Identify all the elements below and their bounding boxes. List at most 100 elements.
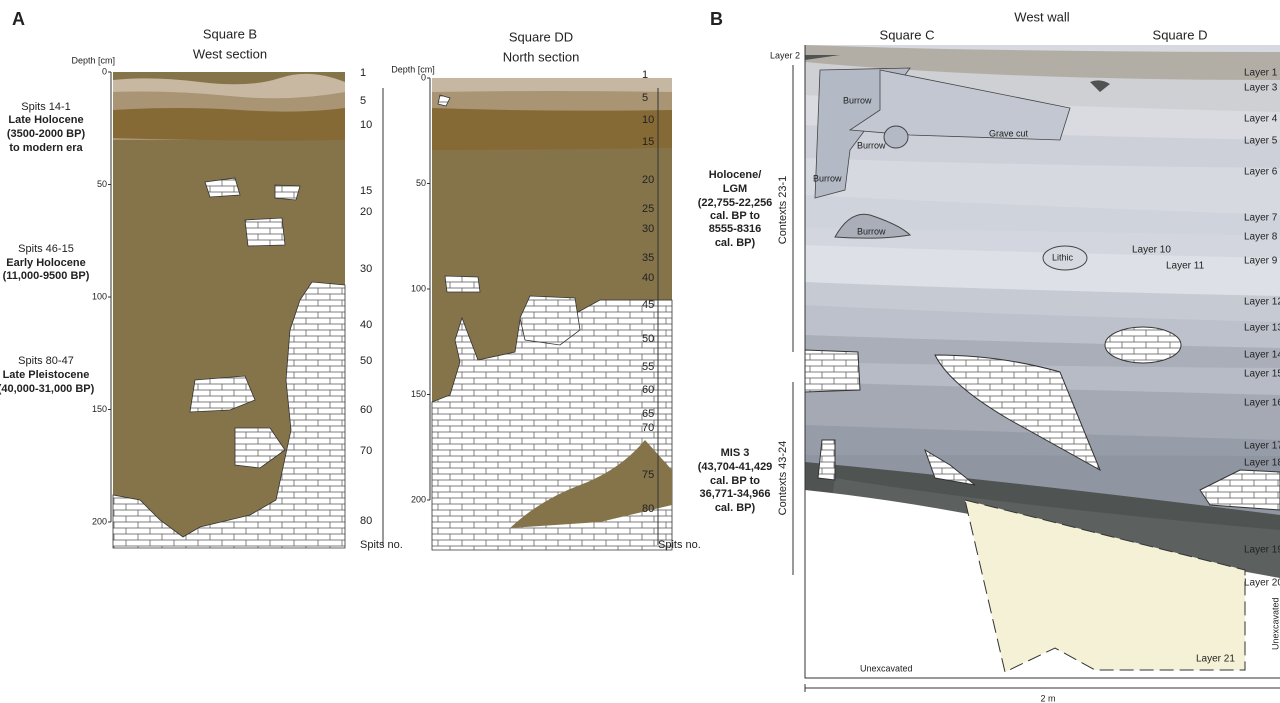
spit-number: 10 — [360, 119, 372, 131]
period-label: (40,000-31,000 BP) — [0, 383, 95, 395]
spit-number: 50 — [642, 333, 654, 345]
depth-label: Depth [cm] — [391, 64, 435, 74]
section-title: Square B — [203, 26, 257, 41]
spit-number: 1 — [642, 69, 648, 81]
period-label: (3500-2000 BP) — [7, 128, 86, 140]
depth-tick-label: 0 — [102, 66, 107, 76]
square-b-section — [113, 72, 345, 548]
panel-letter: B — [710, 9, 723, 29]
depth-label: Depth [cm] — [71, 55, 115, 65]
spit-number: 55 — [642, 361, 654, 373]
figure: A B Square B West section Square DD Nort… — [0, 0, 1280, 703]
spit-number: 5 — [360, 95, 366, 107]
spit-number: 1 — [360, 67, 366, 79]
spit-number: 75 — [642, 469, 654, 481]
depth-tick-label: 50 — [416, 178, 426, 188]
spit-number: 50 — [360, 355, 372, 367]
spit-number: 10 — [642, 114, 654, 126]
spit-number: 15 — [360, 185, 372, 197]
spit-number: 30 — [642, 223, 654, 235]
layer-label: Layer 2 — [770, 50, 800, 60]
layer-label: Layer 14 — [1244, 350, 1280, 361]
contexts-label: Contexts 43-24 — [777, 441, 789, 516]
layer-label: Layer 12 — [1244, 297, 1280, 308]
layer-label: Layer 11 — [1166, 261, 1205, 272]
layer-label: Layer 15 — [1244, 369, 1280, 380]
feature-label: Burrow — [843, 95, 872, 105]
layer-label: Layer 16 — [1244, 398, 1280, 409]
spit-number: 20 — [642, 174, 654, 186]
layer-label: Layer 20 — [1244, 578, 1280, 589]
feature-label: Burrow — [857, 140, 886, 150]
spits-label: Spits no. — [658, 539, 701, 551]
depth-tick-label: 100 — [92, 291, 107, 301]
spit-number: 65 — [642, 408, 654, 420]
section-subtitle: North section — [503, 49, 580, 64]
period-label: Spits 80-47 — [18, 355, 74, 367]
layer-label: Layer 7 — [1244, 213, 1278, 224]
depth-tick-label: 200 — [411, 494, 426, 504]
square-dd-section — [432, 78, 672, 550]
layer-label: Layer 13 — [1244, 323, 1280, 334]
square-label: Square C — [880, 27, 935, 42]
spit-number: 45 — [642, 299, 654, 311]
contexts-label: Contexts 23-1 — [777, 176, 789, 244]
depth-tick-label: 0 — [421, 72, 426, 82]
layer-label: Layer 6 — [1244, 167, 1278, 178]
wall-title: West wall — [1014, 9, 1069, 24]
spit-number: 70 — [642, 422, 654, 434]
spits-label: Spits no. — [360, 539, 403, 551]
scale-label: 2 m — [1040, 693, 1055, 703]
layer-label: Layer 1 — [1244, 68, 1278, 79]
spit-number: 15 — [642, 136, 654, 148]
spit-number: 20 — [360, 206, 372, 218]
layer-label: Layer 8 — [1244, 232, 1278, 243]
feature-label: Unexcavated — [1270, 597, 1280, 650]
period-label: Late Pleistocene — [3, 369, 90, 381]
layer-label: Layer 4 — [1244, 114, 1278, 125]
period-label: Early Holocene — [6, 257, 85, 269]
feature-label: Lithic — [1052, 252, 1074, 262]
spit-number: 70 — [360, 445, 372, 457]
layer-label: Layer 3 — [1244, 83, 1278, 94]
layer-label: Layer 9 — [1244, 256, 1278, 267]
spit-number: 25 — [642, 203, 654, 215]
spit-number: 40 — [642, 272, 654, 284]
spit-number: 60 — [642, 384, 654, 396]
phase-label: MIS 3 — [721, 447, 750, 459]
layer-label: Layer 18 — [1244, 458, 1280, 469]
panel-letter: A — [12, 9, 25, 29]
depth-tick-label: 150 — [411, 389, 426, 399]
feature-label: Burrow — [813, 173, 842, 183]
period-label: (11,000-9500 BP) — [3, 270, 90, 282]
feature-label: Grave cut — [989, 128, 1029, 138]
layer-label: Layer 10 — [1132, 245, 1171, 256]
layer-label: Layer 21 — [1196, 654, 1235, 665]
depth-tick-label: 200 — [92, 516, 107, 526]
period-label: Spits 46-15 — [18, 243, 74, 255]
period-label: Spits 14-1 — [21, 101, 71, 113]
phase-label: (43,704-41,429 — [698, 461, 773, 473]
section-title: Square DD — [509, 29, 573, 44]
depth-tick-label: 150 — [92, 404, 107, 414]
spit-number: 80 — [642, 503, 654, 515]
feature-label: Burrow — [857, 226, 886, 236]
phase-label: LGM — [723, 183, 747, 195]
phase-label: (22,755-22,256 — [698, 197, 773, 209]
period-label: to modern era — [9, 142, 83, 154]
layer-label: Layer 5 — [1244, 136, 1278, 147]
square-label: Square D — [1153, 27, 1208, 42]
depth-tick-label: 50 — [97, 179, 107, 189]
layer-label: Layer 19 — [1244, 545, 1280, 556]
phase-label: cal. BP) — [715, 237, 756, 249]
phase-label: 8555-8316 — [709, 223, 762, 235]
phase-label: cal. BP) — [715, 502, 756, 514]
period-label: Late Holocene — [8, 114, 83, 126]
phase-label: 36,771-34,966 — [700, 488, 771, 500]
layer-label: Layer 17 — [1244, 441, 1280, 452]
phase-label: cal. BP to — [710, 210, 760, 222]
spit-number: 35 — [642, 252, 654, 264]
phase-label: Holocene/ — [709, 169, 762, 181]
depth-tick-label: 100 — [411, 283, 426, 293]
spit-number: 60 — [360, 404, 372, 416]
